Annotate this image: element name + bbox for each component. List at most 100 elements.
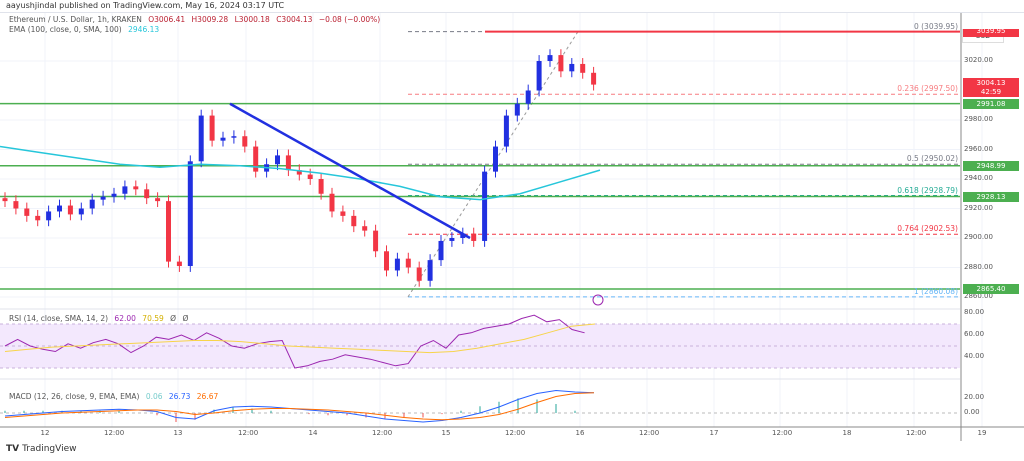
time-tick-label: 12:00 — [505, 429, 526, 437]
candle-body — [187, 161, 193, 267]
candle-body — [460, 233, 466, 238]
candle-body — [89, 199, 95, 209]
fib-level-label: 0.5 (2950.02) — [906, 154, 958, 164]
support-price-tag: 2991.08 — [963, 98, 1019, 109]
candle-body — [111, 193, 117, 197]
price-tick-label: 2900.00 — [964, 233, 993, 241]
close-value: C3004.13 — [276, 15, 313, 24]
bar-countdown: 42:59 — [963, 87, 1019, 98]
candle-body — [133, 186, 139, 190]
candle-body — [493, 146, 498, 172]
candle-body — [285, 155, 291, 171]
time-tick-label: 18 — [842, 429, 852, 437]
candle-body — [569, 63, 575, 72]
macd-tick-label: 0.00 — [964, 408, 980, 416]
fib-level-label: 0.618 (2928.79) — [897, 185, 958, 195]
candle-body — [340, 211, 346, 216]
candle-body — [220, 137, 226, 141]
time-tick-label: 12:00 — [372, 429, 393, 437]
rsi-legend: RSI (14, close, SMA, 14, 2) 62.00 70.59 … — [9, 314, 192, 323]
time-tick-label: 16 — [575, 429, 585, 437]
candle-body — [296, 170, 302, 175]
candle-body — [525, 90, 531, 104]
symbol-label: Ethereum / U.S. Dollar, 1h, KRAKEN — [9, 15, 142, 24]
candle-body — [427, 260, 433, 281]
candle-body — [253, 146, 259, 172]
candle-body — [13, 201, 19, 209]
candle-body — [57, 205, 62, 212]
price-tick-label: 3020.00 — [964, 56, 993, 64]
change-value: −0.08 (−0.00%) — [318, 15, 381, 24]
candle-body — [166, 201, 171, 262]
fib-level-label: 0 (3039.95) — [913, 21, 958, 31]
time-tick-label: 14 — [308, 429, 318, 437]
candle-body — [67, 205, 73, 215]
time-tick-label: 15 — [441, 429, 451, 437]
chart-canvas[interactable] — [0, 13, 1024, 441]
macd-value: 26.73 — [168, 392, 191, 401]
candle-body — [449, 238, 455, 241]
fib-level-label: 1 (2860.08) — [913, 286, 958, 296]
trend-line — [229, 102, 471, 240]
macd-hist-value: 0.06 — [145, 392, 163, 401]
fib-level-label: 0.764 (2902.53) — [897, 224, 958, 234]
logo-text: TradingView — [22, 444, 77, 454]
candle-body — [471, 233, 477, 241]
candle-body — [275, 155, 280, 165]
candle-body — [176, 261, 182, 267]
rsi-sma-line — [4, 323, 596, 354]
candle-body — [416, 267, 422, 281]
support-price-tag: 2865.40 — [963, 284, 1019, 295]
time-tick-label: 12:00 — [238, 429, 259, 437]
time-tick-label: 12:00 — [772, 429, 793, 437]
candle-body — [307, 174, 313, 179]
support-price-tag: 2928.13 — [963, 191, 1019, 202]
resistance-price-tag: 3039.95 — [963, 28, 1019, 37]
candle-body — [155, 198, 161, 202]
rsi-extra-1: Ø — [170, 314, 177, 323]
ema-line — [0, 145, 601, 201]
candle-body — [318, 179, 324, 194]
price-tick-label: 2980.00 — [964, 115, 993, 123]
rsi-tick-label: 40.00 — [964, 352, 985, 360]
candle-body — [100, 196, 106, 200]
macd-signal-line — [4, 392, 595, 421]
candle-body — [558, 55, 564, 72]
time-tick-label: 12:00 — [906, 429, 927, 437]
macd-label: MACD (12, 26, close, 9, EMA, EMA) — [9, 392, 140, 401]
candle-body — [405, 258, 411, 268]
candle-body — [329, 193, 335, 212]
candle-body — [591, 72, 597, 85]
open-value: O3006.41 — [148, 15, 186, 24]
tradingview-logo[interactable]: 𝗧𝗩 TradingView — [6, 444, 77, 454]
published-header: aayushjindal published on TradingView.co… — [6, 1, 285, 10]
candle-body — [209, 115, 215, 141]
candle-body — [536, 61, 542, 91]
price-tick-label: 2920.00 — [964, 203, 993, 212]
support-price-tag: 2948.99 — [963, 160, 1019, 171]
fib-level-label: 0.236 (2997.50) — [897, 84, 958, 94]
macd-legend: MACD (12, 26, close, 9, EMA, EMA) 0.06 2… — [9, 392, 222, 401]
candle-body — [482, 171, 488, 241]
time-tick-label: 17 — [709, 429, 719, 437]
high-value: H3009.28 — [191, 15, 229, 24]
rsi-sma-value: 70.59 — [142, 314, 164, 323]
time-tick-label: 12:00 — [639, 429, 660, 437]
candle-body — [394, 258, 400, 271]
low-value: L3000.18 — [234, 15, 270, 24]
ema-label: EMA (100, close, 0, SMA, 100) — [9, 25, 122, 34]
rsi-tick-label: 60.00 — [964, 330, 985, 338]
ema-value: 2946.13 — [128, 25, 160, 34]
candle-body — [242, 136, 248, 147]
candle-body — [351, 215, 357, 227]
candle-body — [384, 251, 389, 271]
chart-frame[interactable]: Ethereum / U.S. Dollar, 1h, KRAKEN O3006… — [0, 12, 1024, 441]
ema-legend: EMA (100, close, 0, SMA, 100) 2946.13 — [9, 25, 163, 34]
price-tick-label: 2960.00 — [964, 144, 993, 153]
rsi-tick-label: 80.00 — [964, 308, 985, 316]
rsi-extra-2: Ø — [182, 314, 189, 323]
time-tick-label: 13 — [173, 429, 183, 437]
candle-body — [231, 136, 237, 138]
time-tick-label: 12:00 — [104, 429, 125, 437]
rsi-label: RSI (14, close, SMA, 14, 2) — [9, 314, 109, 323]
